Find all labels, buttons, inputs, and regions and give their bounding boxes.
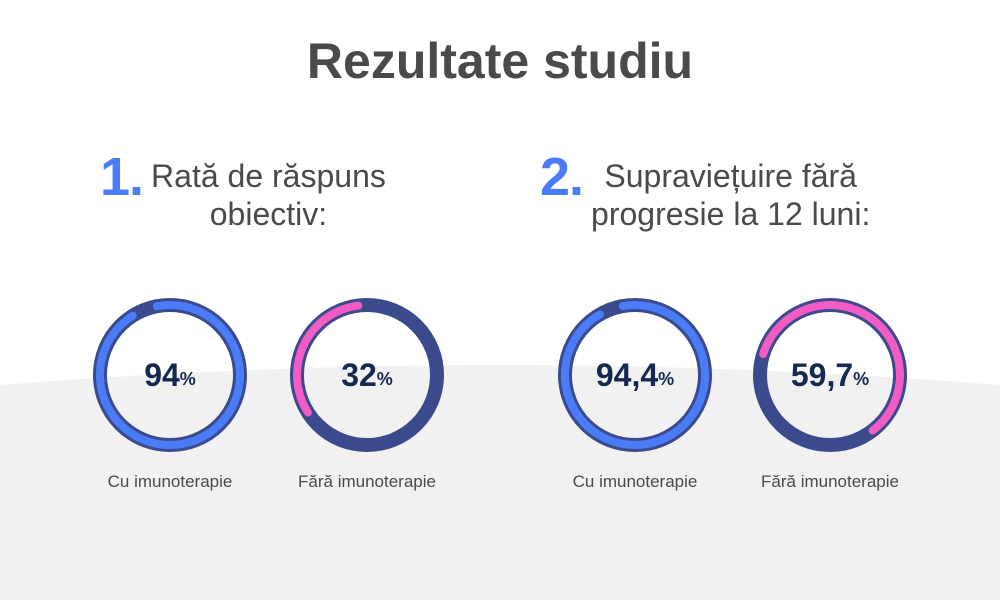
page-title: Rezultate studiu [306,33,694,89]
donut-value-label: 94% [90,295,250,455]
section-1-title: Rată de răspuns obiectiv: [151,150,386,233]
donut-chart-1-cu-imunoterapie: 94% [90,295,250,455]
donut-value: 32 [341,356,377,393]
donut-value-arc [756,301,904,449]
section-2-title: Supraviețuire fără progresie la 12 luni: [591,150,870,233]
donut-value-arc [561,301,709,449]
donut-value: 94 [144,356,180,393]
donut-1-1-svg [290,298,444,452]
donut-unit: % [179,368,196,389]
caption-chart-2-cu: Cu imunoterapie [572,472,698,491]
donut-value-arc [293,301,441,449]
section-1-title-line-1: Rată de răspuns [151,158,386,194]
donut-unit: % [658,368,675,389]
donut-value-label: 59,7% [750,295,910,455]
donut-value-label: 94,4% [555,295,715,455]
donut-value-label: 32% [287,295,447,455]
donut-2-0-svg [558,298,712,452]
donut-unit: % [853,368,870,389]
donut-unit: % [376,368,393,389]
donut-chart-2-cu-imunoterapie: 94,4% [555,295,715,455]
section-2-title-line-1: Supraviețuire fără [604,158,857,194]
donut-value-arc [96,301,244,449]
donut-1-0-svg [93,298,247,452]
section-1-number: 1. [100,147,144,207]
donut-chart-2-fara-imunoterapie: 59,7% [750,295,910,455]
section-2-title-line-2: progresie la 12 luni: [591,196,871,232]
section-1-heading: 1. Rată de răspuns obiectiv: [100,150,386,233]
section-1-title-line-2: obiectiv: [209,196,328,232]
caption-chart-1-fara: Fără imunoterapie [298,472,436,491]
donut-chart-1-fara-imunoterapie: 32% [287,295,447,455]
donut-value: 59,7 [790,356,854,393]
donut-value: 94,4 [595,356,659,393]
section-2-number: 2. [540,147,584,207]
section-2-heading: 2. Supraviețuire fără progresie la 12 lu… [540,150,870,233]
caption-chart-1-cu: Cu imunoterapie [107,472,233,491]
caption-chart-2-fara: Fără imunoterapie [761,472,899,491]
donut-2-1-svg [753,298,907,452]
